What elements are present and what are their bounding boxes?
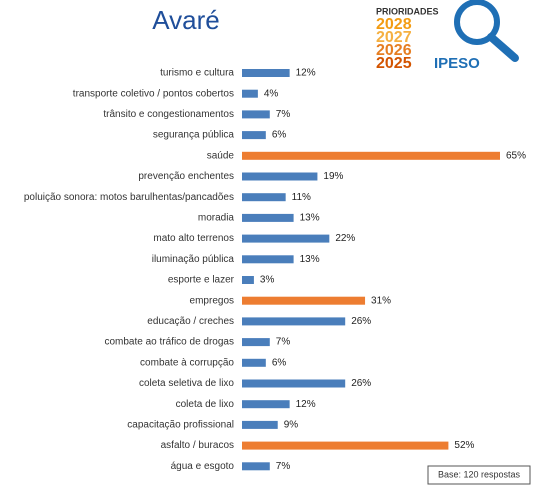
note-box	[427, 465, 531, 485]
category-label: coleta de lixo	[176, 399, 235, 410]
value-label: 7%	[276, 109, 291, 120]
logo-year: 2026	[376, 42, 412, 59]
logo-brand: IPESO	[434, 55, 480, 72]
category-label: mato alto terrenos	[153, 233, 234, 244]
note: Base: 120 respostas	[438, 469, 521, 479]
logo-heading: PRIORIDADES	[376, 6, 439, 16]
value-label: 65%	[506, 150, 526, 161]
category-label: empregos	[190, 295, 234, 306]
chart-title: Avaré	[152, 5, 219, 35]
value-label: 3%	[260, 275, 275, 286]
bar	[242, 131, 266, 140]
bar	[242, 441, 449, 450]
bar	[242, 89, 258, 98]
category-label: asfalto / buracos	[161, 440, 234, 451]
category-label: iluminação pública	[152, 254, 235, 265]
value-label: 12%	[296, 399, 316, 410]
category-label: prevenção enchentes	[138, 171, 234, 182]
bar	[242, 296, 366, 305]
category-label: moradia	[198, 213, 235, 224]
bar	[242, 255, 294, 264]
value-label: 11%	[292, 192, 311, 203]
category-label: poluição sonora: motos barulhentas/panca…	[24, 192, 234, 203]
value-label: 13%	[300, 213, 320, 224]
bar	[242, 358, 266, 367]
bar	[242, 234, 330, 243]
logo-year: 2027	[376, 29, 412, 46]
bar	[242, 276, 254, 284]
value-label: 26%	[351, 378, 371, 389]
value-label: 6%	[272, 130, 287, 141]
value-label: 7%	[276, 461, 291, 472]
bar	[242, 172, 318, 181]
bar	[242, 462, 270, 471]
category-label: segurança pública	[153, 130, 235, 141]
bar	[242, 317, 346, 326]
bar	[242, 379, 346, 388]
category-label: esporte e lazer	[168, 275, 235, 286]
value-label: 6%	[272, 357, 287, 368]
value-label: 9%	[284, 420, 299, 431]
category-label: transporte coletivo / pontos cobertos	[73, 88, 234, 99]
bar	[242, 400, 290, 409]
category-label: coleta seletiva de lixo	[139, 378, 234, 389]
bar	[242, 338, 270, 347]
value-label: 13%	[300, 254, 320, 265]
category-label: educação / creches	[147, 316, 234, 327]
value-label: 12%	[296, 68, 316, 79]
value-label: 26%	[351, 316, 371, 327]
bar	[242, 110, 270, 119]
category-label: saúde	[207, 150, 235, 161]
bar	[242, 151, 500, 160]
category-label: combate à corrupção	[140, 357, 234, 368]
value-label: 7%	[276, 337, 291, 348]
bar	[242, 69, 290, 77]
logo-year: 2025	[376, 55, 412, 72]
bar	[242, 420, 278, 429]
value-label: 52%	[454, 440, 474, 451]
magnifier-handle	[487, 33, 519, 62]
logo: PRIORIDADES 2028 2027 2026 2025 IPESO	[376, 0, 519, 72]
category-label: água e esgoto	[171, 461, 235, 472]
value-label: 19%	[323, 171, 343, 182]
category-label: capacitação profissional	[127, 420, 234, 431]
category-label: combate ao tráfico de drogas	[104, 337, 234, 348]
bar	[242, 193, 286, 202]
value-label: 4%	[264, 88, 279, 99]
value-label: 31%	[371, 295, 391, 306]
category-label: trânsito e congestionamentos	[103, 109, 234, 120]
bar	[242, 213, 294, 222]
category-label: turismo e cultura	[160, 68, 234, 79]
value-label: 22%	[335, 233, 355, 244]
magnifier-lens	[454, 0, 500, 45]
logo-year: 2028	[376, 16, 412, 33]
